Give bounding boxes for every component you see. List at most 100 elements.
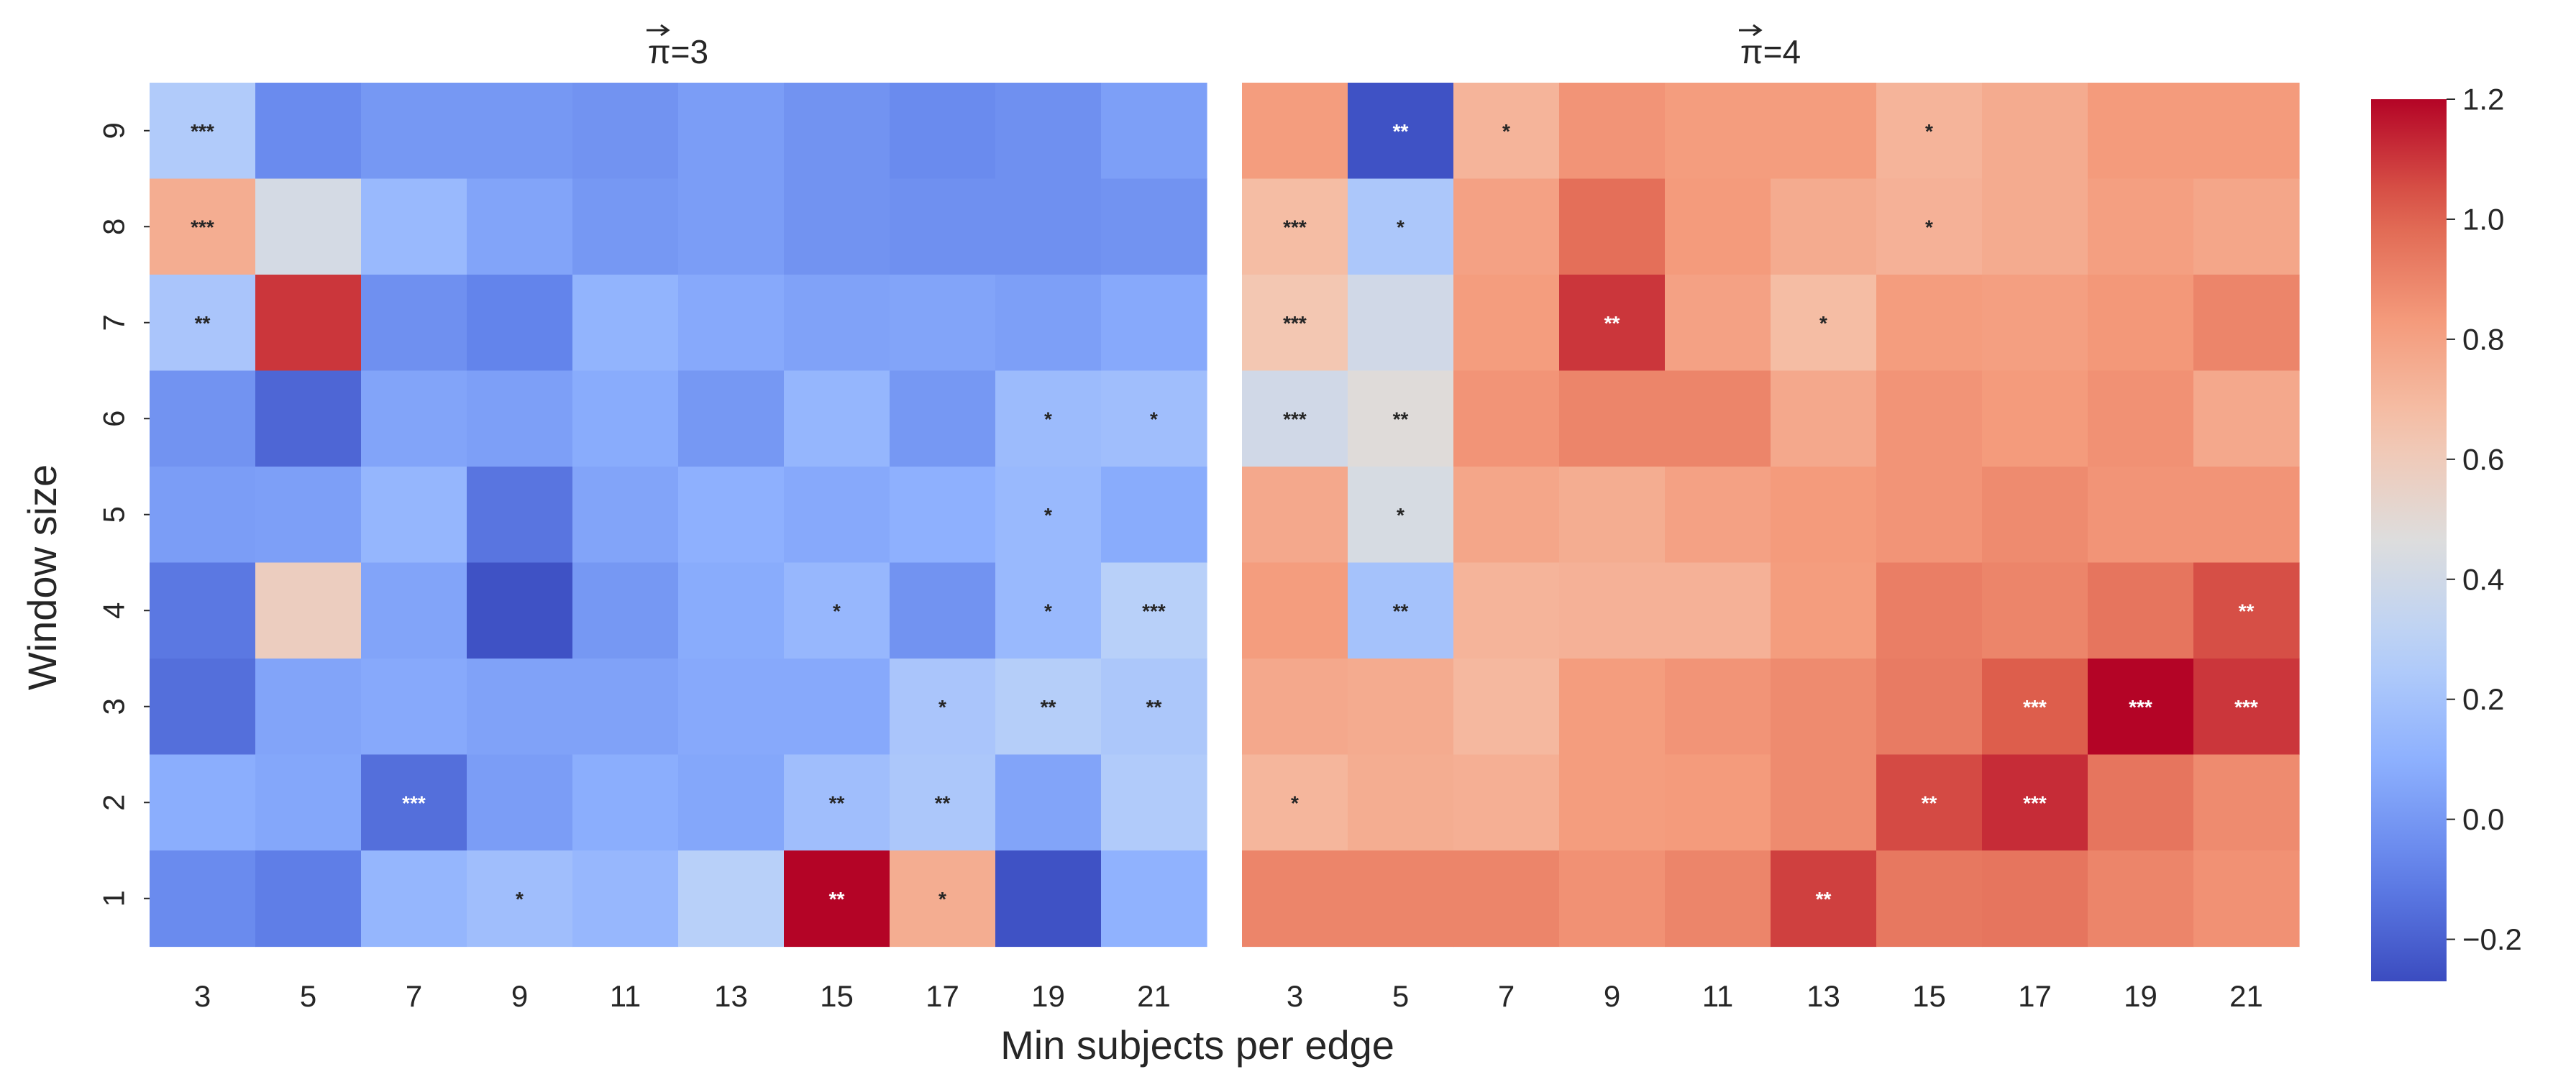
heatmap-cell — [1771, 850, 1877, 948]
x-tick-label: 11 — [610, 979, 641, 1013]
significance-label: * — [833, 600, 841, 622]
y-tick-label: 9 — [97, 122, 131, 139]
significance-label: ** — [1041, 696, 1056, 718]
heatmap-cell — [467, 467, 573, 564]
heatmap-cell — [1982, 850, 2088, 948]
colorbar-tick-label: −0.2 — [2462, 922, 2522, 956]
x-tick-label: 19 — [1031, 979, 1065, 1013]
heatmap-cell — [255, 467, 362, 564]
significance-label: *** — [1283, 312, 1307, 334]
heatmap-cell — [1771, 659, 1877, 756]
heatmap-cell — [995, 659, 1102, 756]
heatmap-cell — [678, 83, 785, 180]
heatmap-cell — [1876, 275, 1983, 372]
significance-label: * — [516, 888, 524, 910]
heatmap-cell — [150, 754, 256, 851]
heatmap-cell — [784, 467, 890, 564]
x-tick-label: 21 — [1137, 979, 1171, 1013]
heatmap-cell — [2193, 467, 2300, 564]
heatmap-cell — [995, 275, 1102, 372]
heatmap-cell — [1559, 659, 1666, 756]
y-tick-label: 4 — [97, 602, 131, 619]
heatmap-cell — [1101, 83, 1207, 180]
heatmap-cell — [1453, 178, 1560, 275]
significance-label: ** — [1604, 312, 1620, 334]
heatmap-cell — [2088, 562, 2194, 659]
significance-label: * — [1502, 120, 1510, 142]
heatmap-cell — [890, 754, 996, 851]
x-tick-label: 7 — [1498, 979, 1515, 1013]
significance-label: *** — [2023, 792, 2047, 814]
heatmap-cell — [1242, 275, 1348, 372]
heatmap-cell — [572, 659, 679, 756]
heatmap-cell — [1559, 83, 1666, 180]
heatmap-cell — [467, 754, 573, 851]
heatmap-cell — [572, 275, 679, 372]
significance-label: * — [1044, 600, 1052, 622]
heatmap-cell — [1559, 754, 1666, 851]
heatmap-cell — [1982, 659, 2088, 756]
heatmap-panel-2: ** * **** * **** ** **** ***** ***** *** **** ** ***… — [1242, 24, 2300, 1013]
vector-arrow-head-icon — [1753, 24, 1763, 37]
significance-label: ** — [1922, 792, 1937, 814]
significance-label: * — [1397, 504, 1405, 526]
heatmap-cell — [255, 178, 362, 275]
heatmap-cell — [995, 754, 1102, 851]
x-tick-label: 3 — [194, 979, 211, 1013]
heatmap-cell — [1665, 659, 1771, 756]
heatmap-cell — [467, 370, 573, 467]
heatmap-cell — [1771, 754, 1877, 851]
heatmap-cell — [572, 562, 679, 659]
y-tick-label: 3 — [97, 698, 131, 715]
significance-label: ** — [1393, 408, 1409, 430]
x-tick-label: 21 — [2229, 979, 2263, 1013]
heatmap-cell — [1876, 467, 1983, 564]
x-tick-label: 5 — [300, 979, 316, 1013]
heatmap-cell — [784, 562, 890, 659]
heatmap-cell — [1453, 467, 1560, 564]
heatmap-cell — [1242, 467, 1348, 564]
heatmap-cell — [1771, 370, 1877, 467]
x-tick-label: 9 — [1604, 979, 1620, 1013]
heatmap-cell — [1453, 83, 1560, 180]
significance-label: ** — [195, 312, 211, 334]
significance-label: *** — [402, 792, 426, 814]
heatmap-cell — [1559, 370, 1666, 467]
significance-label: ** — [829, 888, 845, 910]
heatmap-cell — [150, 659, 256, 756]
significance-label: * — [1291, 792, 1299, 814]
heatmap-cell — [995, 370, 1102, 467]
heatmap-cell — [890, 178, 996, 275]
heatmap-cell — [1665, 850, 1771, 948]
heatmap-cell — [2088, 467, 2194, 564]
heatmap-cell — [361, 178, 467, 275]
heatmap-cell — [361, 562, 467, 659]
heatmap-cell — [2088, 659, 2194, 756]
significance-label: * — [1819, 312, 1827, 334]
heatmap-cell — [1101, 467, 1207, 564]
heatmap-cell — [1101, 659, 1207, 756]
significance-label: *** — [2234, 696, 2258, 718]
heatmap-cell — [361, 754, 467, 851]
heatmap-cell — [361, 83, 467, 180]
heatmap-cell — [150, 467, 256, 564]
significance-label: ** — [829, 792, 845, 814]
x-tick-label: 15 — [820, 979, 854, 1013]
heatmap-cell — [361, 850, 467, 948]
heatmap-cell — [1453, 275, 1560, 372]
heatmap-cell — [1453, 850, 1560, 948]
colorbar: 1.2 1.0 0.8 0.6 0.4 0.2 0.0 −0.2 — [2371, 83, 2522, 981]
heatmap-cell — [1876, 370, 1983, 467]
significance-label: ** — [1393, 120, 1409, 142]
heatmap-cell — [1982, 754, 2088, 851]
significance-label: * — [1925, 120, 1933, 142]
heatmap-cell — [1453, 562, 1560, 659]
heatmap-cell — [784, 659, 890, 756]
heatmap-cell — [890, 659, 996, 756]
heatmap-cell — [1101, 754, 1207, 851]
heatmap-panels: ********* *** * **** ** ***** ** *** ** *π=33 5 7 9 1… — [97, 24, 2300, 1013]
heatmap-cell — [1242, 850, 1348, 948]
x-tick-label: 5 — [1392, 979, 1409, 1013]
heatmap-cell — [1982, 370, 2088, 467]
